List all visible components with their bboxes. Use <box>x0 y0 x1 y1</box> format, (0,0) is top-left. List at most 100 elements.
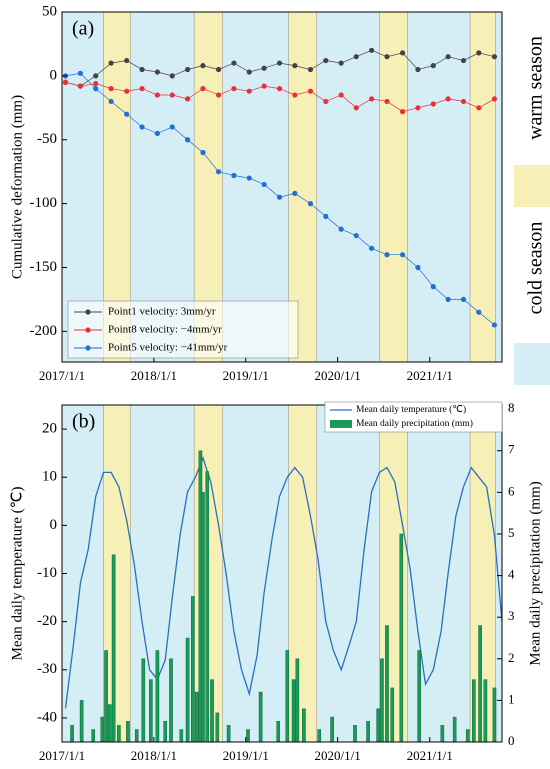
series-line <box>64 456 502 709</box>
point <box>154 69 161 75</box>
precip-bar <box>117 725 121 742</box>
point <box>200 149 206 156</box>
point <box>476 50 482 56</box>
point <box>261 65 267 71</box>
warm-season-band <box>379 12 408 362</box>
point <box>292 190 298 196</box>
y2-tick-label: 3 <box>508 608 515 623</box>
point <box>460 296 467 303</box>
point <box>261 181 267 188</box>
precip-bar <box>376 708 380 742</box>
precip-bar <box>465 729 470 742</box>
x-tick-label: 2021/1/1 <box>407 748 453 763</box>
precip-bar <box>385 625 389 742</box>
x-tick-label: 2018/1/1 <box>131 368 177 383</box>
x-tick-label: 2020/1/1 <box>315 368 361 383</box>
legend-box <box>67 300 299 359</box>
season-legend-label: cold season <box>525 222 547 315</box>
point <box>169 124 175 130</box>
point <box>369 47 375 53</box>
point <box>93 86 99 92</box>
precip-bar <box>366 720 370 742</box>
precip-bar <box>226 725 231 742</box>
point <box>62 79 69 85</box>
precip-bar <box>185 637 190 742</box>
precip-bar <box>478 625 482 742</box>
point <box>323 213 329 219</box>
y-tick-label: -100 <box>30 195 58 211</box>
point <box>415 105 421 111</box>
y-tick-label: -20 <box>37 613 57 629</box>
precip-bar <box>191 596 195 742</box>
point <box>108 86 114 92</box>
x-tick-label: 2017/1/1 <box>39 368 85 383</box>
precip-bar <box>70 725 74 742</box>
y-axis-label: Cumulative deformation (mm) <box>9 95 25 279</box>
legend-label: Mean daily temperature (℃) <box>356 404 466 415</box>
point <box>476 309 482 315</box>
point <box>399 50 406 56</box>
legend-box <box>324 401 503 433</box>
point <box>124 88 130 94</box>
point <box>460 57 467 64</box>
precip-bar <box>417 650 421 742</box>
y2-tick-label: 5 <box>508 525 515 540</box>
point <box>445 296 451 303</box>
y2-axis-label: Mean daily precipitation (mm) <box>527 481 543 666</box>
point <box>353 105 359 111</box>
precip-bar <box>380 658 384 742</box>
precip-bar <box>104 650 108 742</box>
precip-bar <box>291 679 296 742</box>
plot-frame <box>61 11 503 363</box>
point <box>200 86 206 92</box>
point <box>231 86 237 92</box>
point <box>124 111 130 117</box>
y2-tick-label: 4 <box>508 567 515 582</box>
point <box>307 88 314 94</box>
precip-bar <box>91 729 96 742</box>
y-tick-label: 10 <box>42 469 57 485</box>
point <box>415 66 421 73</box>
precip-bar <box>258 691 263 742</box>
point <box>261 83 267 89</box>
point <box>384 252 390 258</box>
point <box>369 245 375 251</box>
y-tick-label: -50 <box>37 131 57 147</box>
precip-bar <box>472 679 476 742</box>
point <box>430 63 436 69</box>
x-tick-label: 2017/1/1 <box>39 748 85 763</box>
warm-season-band <box>288 405 318 742</box>
point <box>353 232 359 239</box>
point <box>307 201 314 207</box>
precip-bar <box>163 720 168 742</box>
y2-tick-label: 2 <box>508 650 515 665</box>
precip-bar <box>276 720 281 742</box>
x-tick-label: 2019/1/1 <box>223 368 269 383</box>
point <box>154 130 161 136</box>
point <box>93 80 99 87</box>
precip-bar <box>111 554 116 742</box>
x-tick-label: 2019/1/1 <box>223 748 269 763</box>
precip-bar <box>483 679 488 742</box>
precip-bar <box>194 691 199 742</box>
point <box>399 109 406 115</box>
panel-label: (b) <box>72 411 95 433</box>
legend-marker <box>85 345 91 351</box>
y-tick-label: -10 <box>37 565 57 581</box>
precip-bar <box>285 650 290 742</box>
precip-bar <box>100 716 105 742</box>
point <box>491 322 498 328</box>
point <box>215 66 222 73</box>
point <box>231 60 237 66</box>
precip-bar <box>169 658 173 742</box>
precip-bar <box>330 716 334 742</box>
warm-season-band <box>103 405 132 742</box>
plot <box>62 405 502 742</box>
x-tick-label: 2021/1/1 <box>407 368 453 383</box>
precip-bar <box>79 700 84 742</box>
precip-bar <box>246 729 250 742</box>
precip-bar <box>399 533 404 742</box>
precip-bar <box>390 687 395 742</box>
y-tick-label: -40 <box>37 709 57 725</box>
precip-bar <box>205 471 210 742</box>
